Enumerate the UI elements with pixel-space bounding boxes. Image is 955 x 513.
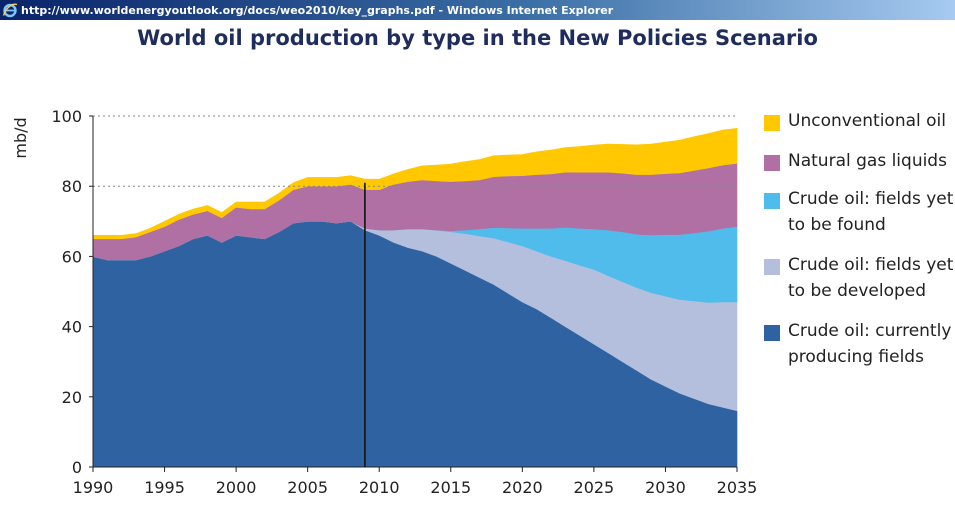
legend-item-crude-oil-fields-yet-to-be-developed: Crude oil: fields yet to be developed (764, 255, 955, 304)
x-tick-label: 2010 (359, 478, 400, 497)
legend-swatch (764, 259, 780, 275)
legend-label: Crude oil: currently producing fields (788, 321, 952, 367)
x-tick-label: 2005 (287, 478, 328, 497)
legend-swatch (764, 193, 780, 209)
legend-label: Crude oil: fields yet to be developed (788, 255, 954, 301)
area-unconventional-oil (92, 127, 738, 240)
legend-swatch (764, 325, 780, 341)
y-tick-label: 100 (51, 107, 82, 126)
y-tick-label: 40 (62, 318, 82, 337)
y-tick-label: 20 (62, 388, 82, 407)
x-tick-label: 2025 (574, 478, 615, 497)
window-titlebar[interactable]: http://www.worldenergyoutlook.org/docs/w… (0, 0, 955, 20)
y-tick-label: 0 (72, 458, 82, 477)
legend-label: Unconventional oil (788, 111, 946, 131)
y-tick-label: 80 (62, 177, 82, 196)
x-tick-label: 2030 (645, 478, 686, 497)
x-tick-label: 2035 (717, 478, 758, 497)
y-axis-label: mb/d (11, 117, 30, 158)
x-tick-label: 1990 (73, 478, 114, 497)
legend-item-natural-gas-liquids: Natural gas liquids (764, 151, 955, 174)
legend-item-crude-oil-currently-producing-fields: Crude oil: currently producing fields (764, 321, 955, 370)
legend-swatch (764, 115, 780, 131)
chart-title: World oil production by type in the New … (137, 26, 818, 50)
x-tick-label: 2000 (216, 478, 257, 497)
legend-swatch (764, 155, 780, 171)
internet-explorer-icon (2, 3, 18, 18)
legend-label: Crude oil: fields yet to be found (788, 189, 954, 235)
legend-item-crude-oil-fields-yet-to-be-found: Crude oil: fields yet to be found (764, 189, 955, 238)
x-tick-label: 1995 (144, 478, 185, 497)
x-tick-label: 2015 (430, 478, 471, 497)
legend-item-unconventional-oil: Unconventional oil (764, 111, 955, 134)
y-tick-label: 60 (62, 247, 82, 266)
window-title: http://www.worldenergyoutlook.org/docs/w… (21, 3, 614, 17)
x-tick-label: 2020 (502, 478, 543, 497)
legend-label: Natural gas liquids (788, 151, 947, 171)
